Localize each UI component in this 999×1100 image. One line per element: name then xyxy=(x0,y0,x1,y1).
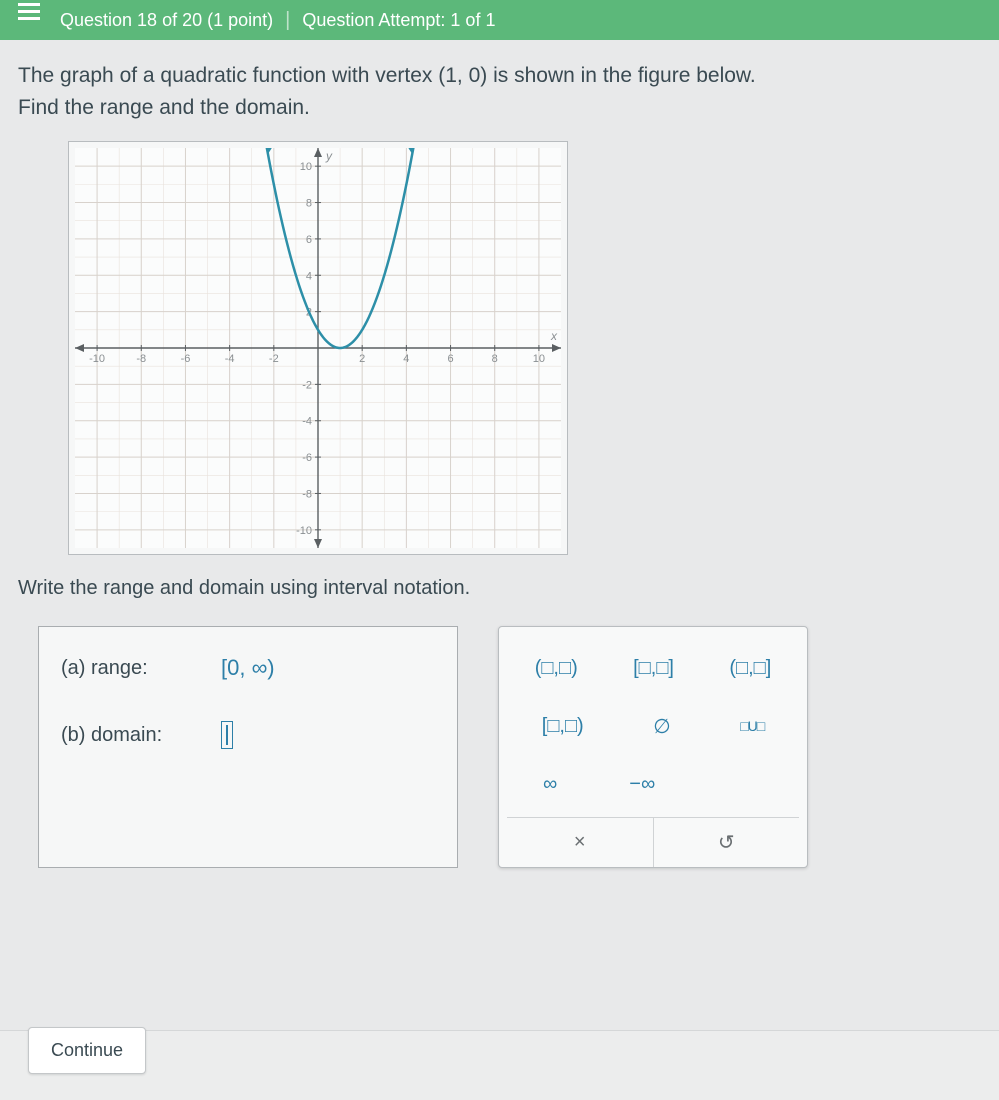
svg-text:-4: -4 xyxy=(302,416,312,428)
instruction-text: Write the range and domain using interva… xyxy=(18,577,969,600)
range-label: (a) range: xyxy=(61,657,211,680)
svg-text:8: 8 xyxy=(306,198,312,210)
neg-infinity-button[interactable]: −∞ xyxy=(623,769,661,800)
vertex-value: (1, 0) xyxy=(438,64,487,87)
svg-text:6: 6 xyxy=(306,234,312,246)
svg-text:-2: -2 xyxy=(302,379,312,391)
union-button[interactable]: □U□ xyxy=(734,714,770,738)
question-content: The graph of a quadratic function with v… xyxy=(0,40,999,888)
attempt-counter: Question Attempt: 1 of 1 xyxy=(302,10,495,31)
continue-button[interactable]: Continue xyxy=(28,1027,146,1074)
domain-input[interactable] xyxy=(221,721,233,749)
graph-container: -10-8-6-4-2246810-10-8-6-4-2246810xy xyxy=(68,141,568,555)
footer-bar xyxy=(0,1030,999,1100)
svg-text:-4: -4 xyxy=(225,353,235,365)
menu-icon[interactable] xyxy=(18,10,40,13)
svg-text:8: 8 xyxy=(492,353,498,365)
answer-box: (a) range: [0, ∞) (b) domain: xyxy=(38,626,458,868)
closed-closed-interval-button[interactable]: [□,□] xyxy=(627,653,680,684)
svg-text:2: 2 xyxy=(359,353,365,365)
question-counter: Question 18 of 20 (1 point) xyxy=(60,10,273,31)
svg-text:10: 10 xyxy=(533,353,545,365)
closed-open-interval-button[interactable]: [□,□) xyxy=(536,711,590,742)
header-divider: | xyxy=(285,9,290,32)
infinity-button[interactable]: ∞ xyxy=(537,769,563,800)
svg-text:4: 4 xyxy=(403,353,409,365)
prompt-text: The graph of a quadratic function with v… xyxy=(18,64,438,87)
svg-text:-10: -10 xyxy=(296,525,312,537)
palette-row: [□,□) ∅ □U□ xyxy=(507,701,799,751)
open-closed-interval-button[interactable]: (□,□] xyxy=(723,653,777,684)
clear-button[interactable]: × xyxy=(507,818,653,867)
range-value[interactable]: [0, ∞) xyxy=(221,655,275,681)
svg-text:-10: -10 xyxy=(89,353,105,365)
prompt-text-3: Find the range and the domain. xyxy=(18,96,310,119)
svg-text:-2: -2 xyxy=(269,353,279,365)
palette-actions: × ↺ xyxy=(507,817,799,867)
prompt-text-2: is shown in the figure below. xyxy=(487,64,756,87)
svg-text:-6: -6 xyxy=(181,353,191,365)
open-open-interval-button[interactable]: (□,□) xyxy=(529,653,584,684)
range-line: (a) range: [0, ∞) xyxy=(61,655,435,681)
svg-text:10: 10 xyxy=(300,161,312,173)
svg-text:6: 6 xyxy=(447,353,453,365)
palette-row: (□,□) [□,□] (□,□] xyxy=(507,643,799,693)
quadratic-graph: -10-8-6-4-2246810-10-8-6-4-2246810xy xyxy=(75,148,561,548)
svg-text:y: y xyxy=(325,149,333,163)
svg-text:x: x xyxy=(550,329,558,343)
empty-set-button[interactable]: ∅ xyxy=(647,710,676,743)
svg-text:-8: -8 xyxy=(136,353,146,365)
answers-row: (a) range: [0, ∞) (b) domain: (□,□) [□,□… xyxy=(38,626,969,868)
reset-button[interactable]: ↺ xyxy=(653,818,800,867)
domain-line: (b) domain: xyxy=(61,721,435,749)
symbol-palette: (□,□) [□,□] (□,□] [□,□) ∅ □U□ ∞ −∞ × ↺ xyxy=(498,626,808,868)
domain-label: (b) domain: xyxy=(61,724,211,747)
svg-text:-6: -6 xyxy=(302,452,312,464)
palette-row: ∞ −∞ xyxy=(507,759,799,809)
svg-text:-8: -8 xyxy=(302,488,312,500)
quiz-header: Question 18 of 20 (1 point) | Question A… xyxy=(0,0,999,40)
svg-text:4: 4 xyxy=(306,270,312,282)
question-prompt: The graph of a quadratic function with v… xyxy=(18,60,969,123)
